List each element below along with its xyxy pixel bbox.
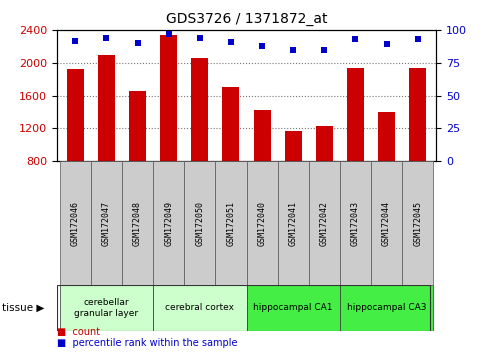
Bar: [246, 161, 278, 285]
Text: GSM172042: GSM172042: [320, 200, 329, 246]
Bar: [402, 161, 433, 285]
Text: ■  percentile rank within the sample: ■ percentile rank within the sample: [57, 338, 237, 348]
Text: tissue ▶: tissue ▶: [2, 303, 45, 313]
Point: [227, 39, 235, 45]
Bar: [91, 161, 122, 285]
Point: [289, 47, 297, 52]
Point: [71, 38, 79, 44]
Bar: [278, 161, 309, 285]
Text: hippocampal CA3: hippocampal CA3: [347, 303, 426, 313]
Point: [352, 36, 359, 42]
Bar: [378, 112, 395, 161]
Bar: [340, 161, 371, 285]
Text: GSM172045: GSM172045: [413, 200, 422, 246]
Text: ■  count: ■ count: [57, 327, 100, 337]
Bar: [253, 110, 271, 161]
Bar: [60, 285, 153, 331]
Bar: [153, 285, 246, 331]
Text: GSM172040: GSM172040: [257, 200, 267, 246]
Text: GSM172043: GSM172043: [351, 200, 360, 246]
Bar: [309, 161, 340, 285]
Bar: [347, 68, 364, 161]
Point: [134, 40, 141, 46]
Bar: [191, 58, 209, 161]
Bar: [284, 131, 302, 161]
Text: GSM172050: GSM172050: [195, 200, 204, 246]
Bar: [316, 126, 333, 161]
Point: [383, 42, 390, 47]
Point: [196, 35, 204, 41]
Text: cerebral cortex: cerebral cortex: [165, 303, 234, 313]
Bar: [215, 161, 246, 285]
Text: GSM172051: GSM172051: [226, 200, 236, 246]
Text: GDS3726 / 1371872_at: GDS3726 / 1371872_at: [166, 12, 327, 27]
Bar: [371, 161, 402, 285]
Text: GSM172047: GSM172047: [102, 200, 111, 246]
Bar: [122, 161, 153, 285]
Text: GSM172041: GSM172041: [289, 200, 298, 246]
Text: hippocampal CA1: hippocampal CA1: [253, 303, 333, 313]
Text: cerebellar
granular layer: cerebellar granular layer: [74, 298, 139, 318]
Text: GSM172044: GSM172044: [382, 200, 391, 246]
Bar: [60, 161, 91, 285]
Bar: [246, 285, 340, 331]
Bar: [98, 55, 115, 161]
Bar: [153, 161, 184, 285]
Text: GSM172049: GSM172049: [164, 200, 173, 246]
Point: [320, 47, 328, 52]
Bar: [129, 91, 146, 161]
Bar: [340, 285, 433, 331]
Text: GSM172048: GSM172048: [133, 200, 142, 246]
Point: [103, 35, 110, 41]
Point: [165, 31, 173, 37]
Bar: [67, 69, 84, 161]
Point: [414, 36, 422, 42]
Bar: [409, 68, 426, 161]
Point: [258, 43, 266, 48]
Bar: [222, 87, 240, 161]
Text: GSM172046: GSM172046: [71, 200, 80, 246]
Bar: [184, 161, 215, 285]
Bar: [160, 35, 177, 161]
